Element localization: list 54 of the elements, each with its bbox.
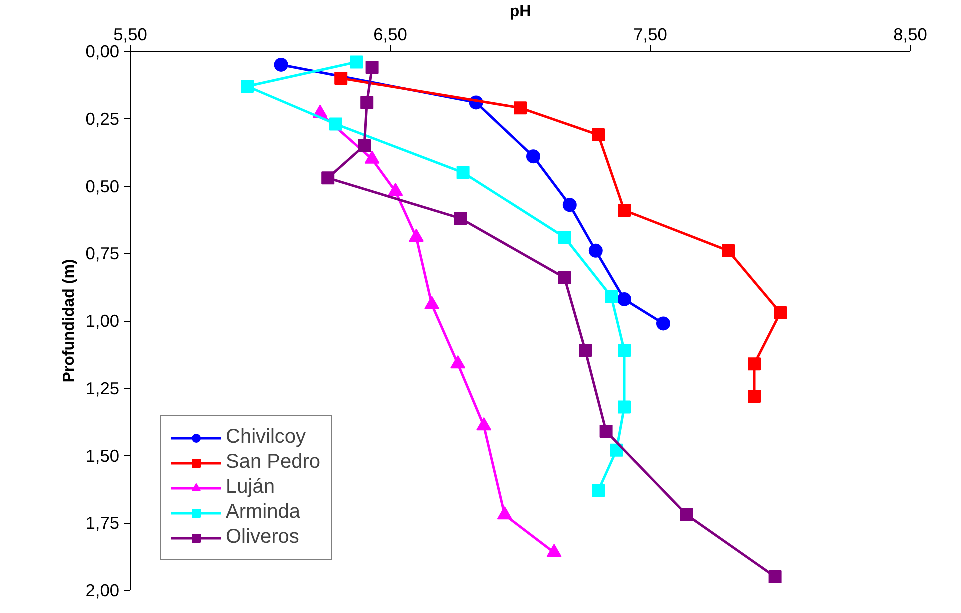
point [618, 204, 631, 218]
point [592, 484, 605, 498]
legend-label: Oliveros [226, 526, 300, 549]
y-axis-title: Profundidad (m) [60, 259, 78, 383]
y-tick-label: 0,25 [86, 108, 120, 129]
x-tick-label: 7,50 [634, 24, 668, 44]
point [350, 56, 364, 69]
point [558, 271, 572, 284]
point [334, 72, 348, 85]
point [774, 306, 787, 320]
legend-label: Chivilcoy [226, 426, 306, 449]
y-tick-label: 0,00 [86, 42, 120, 62]
x-tick-label: 5,50 [114, 24, 148, 44]
point [605, 290, 618, 304]
point [454, 212, 468, 226]
point [618, 400, 631, 414]
point [748, 390, 761, 403]
y-tick-label: 0,75 [86, 244, 120, 264]
legend-label: Arminda [226, 501, 300, 524]
point [768, 570, 782, 584]
x-tick-label: 6,50 [374, 24, 408, 44]
point [562, 198, 577, 212]
point [274, 58, 288, 72]
point [329, 118, 342, 131]
point [656, 316, 670, 331]
point [680, 508, 694, 522]
legend-label: San Pedro [226, 451, 321, 474]
y-tick-label: 1,50 [86, 446, 120, 466]
point [610, 444, 624, 457]
point [588, 244, 603, 258]
point [514, 102, 527, 115]
x-axis-title: pH [510, 4, 532, 20]
y-tick-label: 2,00 [86, 580, 120, 600]
y-tick-label: 1,00 [86, 311, 120, 331]
x-tick-label: 8,50 [894, 24, 928, 44]
point [592, 128, 605, 142]
point [579, 344, 592, 358]
point [456, 166, 470, 180]
point [241, 80, 254, 94]
point [322, 172, 335, 185]
point [360, 96, 374, 110]
point [358, 139, 371, 152]
point [722, 244, 735, 258]
point [600, 424, 613, 438]
y-tick-label: 1,75 [86, 513, 120, 534]
point [618, 344, 631, 358]
point [366, 61, 379, 74]
point [558, 230, 572, 244]
point [748, 358, 761, 371]
point [618, 292, 632, 306]
legend-label: Luján [226, 476, 275, 499]
y-tick-label: 0,50 [86, 176, 120, 196]
y-tick-label: 1,25 [86, 378, 120, 398]
point [526, 150, 540, 164]
